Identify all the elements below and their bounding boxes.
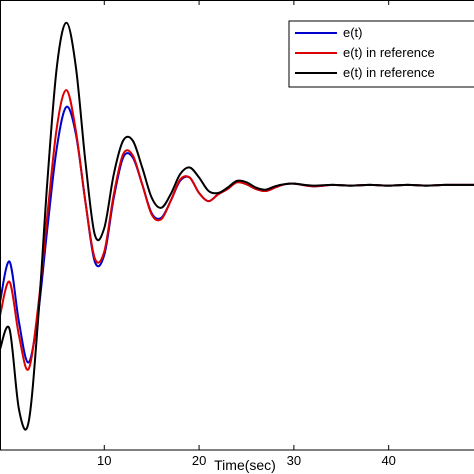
x-tick-label: 40 (381, 453, 395, 468)
legend-label-3: e(t) in reference (343, 65, 435, 80)
x-tick-label: 20 (192, 453, 206, 468)
legend-label-1: e(t) (343, 25, 363, 40)
x-tick-label: 30 (287, 453, 301, 468)
x-axis-title: Time(sec) (214, 457, 276, 473)
legend: e(t) e(t) in reference e(t) in reference (288, 20, 474, 88)
legend-label-2: e(t) in reference (343, 45, 435, 60)
series-layer (0, 21, 474, 431)
series-line-3 (0, 21, 474, 431)
x-tick-label: 10 (97, 453, 111, 468)
